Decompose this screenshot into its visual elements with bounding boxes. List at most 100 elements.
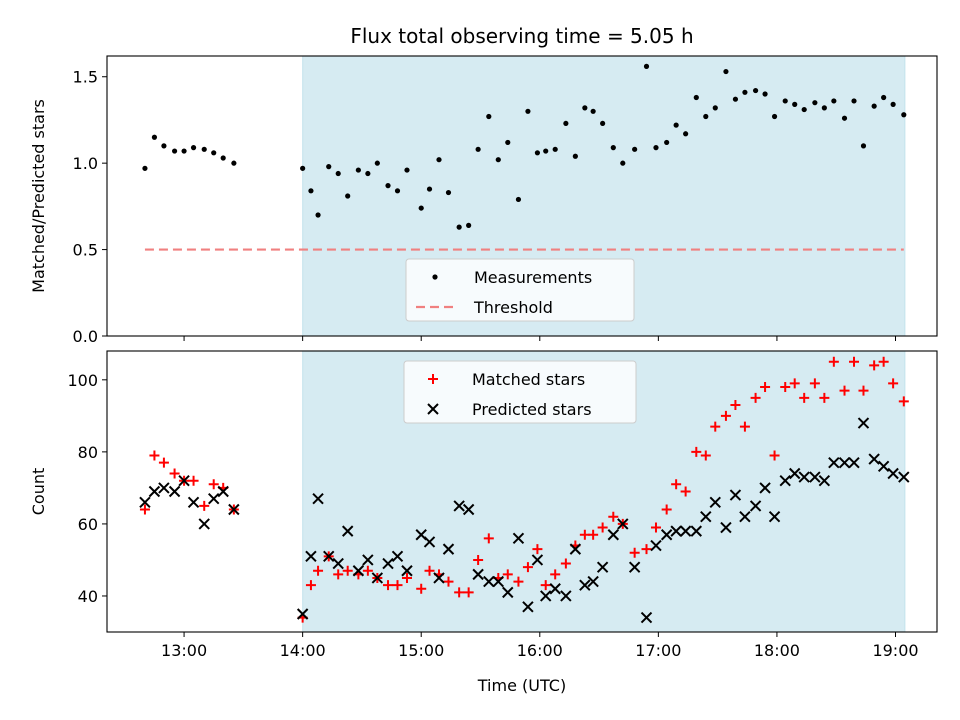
predicted-point (453, 500, 465, 512)
matched-point (560, 558, 571, 569)
measurement-point (732, 96, 739, 102)
predicted-point (158, 482, 170, 494)
measurement-point (345, 193, 351, 199)
predicted-point (332, 557, 344, 570)
measurement-point (190, 145, 197, 151)
matched-point (641, 544, 652, 555)
legend: Matched stars Predicted stars (403, 360, 637, 424)
predicted-point (759, 482, 771, 494)
predicted-point (828, 456, 840, 469)
matched-point (650, 522, 661, 533)
measurement-point (683, 131, 689, 137)
predicted-point (809, 471, 821, 483)
measurement-point (812, 100, 818, 106)
predicted-point (391, 550, 404, 563)
predicted-point (423, 536, 436, 548)
measurement-point (752, 87, 759, 94)
predicted-point (228, 503, 240, 516)
matched-point (799, 392, 810, 403)
series-dot (142, 63, 907, 230)
x-tick-label: 14:00 (280, 641, 326, 660)
measurement-point (831, 98, 837, 104)
measurement-point (308, 188, 314, 194)
measurement-point (632, 146, 638, 152)
matched-point (780, 382, 791, 393)
y-tick-label: 40 (78, 587, 98, 606)
measurement-point (404, 167, 410, 173)
measurement-point (394, 188, 401, 194)
matched-point (188, 475, 199, 486)
measurement-point (543, 148, 549, 154)
predicted-point (549, 583, 561, 595)
measurement-point (771, 113, 778, 120)
matched-point (588, 529, 599, 540)
predicted-point (679, 525, 692, 537)
predicted-point (502, 586, 514, 599)
predicted-point (560, 590, 572, 602)
predicted-point (690, 525, 703, 537)
measurement-point (742, 89, 748, 95)
matched-point (483, 533, 494, 544)
matched-point (502, 569, 513, 580)
matched-point (720, 410, 731, 421)
measurement-point (374, 160, 380, 166)
matched-point (392, 580, 403, 591)
matched-point (522, 562, 533, 573)
predicted-point (617, 518, 629, 530)
predicted-point (868, 453, 880, 465)
matched-point (691, 446, 702, 457)
matched-point (700, 450, 711, 461)
matched-point (710, 421, 721, 432)
measurement-point (590, 108, 596, 114)
measurement-point (693, 94, 699, 101)
matched-point (661, 504, 672, 515)
predicted-point (898, 471, 910, 483)
legend-label: Threshold (473, 298, 553, 317)
matched-point (532, 544, 543, 555)
measurement-point (355, 167, 361, 173)
measurement-point (643, 63, 650, 69)
x-tick-label: 19:00 (872, 641, 918, 660)
predicted-point (650, 539, 662, 552)
measurement-point (871, 103, 877, 109)
measurement-point (456, 224, 462, 230)
predicted-point (531, 554, 544, 566)
matched-point (424, 565, 435, 576)
predicted-point (217, 485, 229, 498)
measurement-point (572, 153, 578, 159)
predicted-point (739, 511, 751, 523)
measurement-point (385, 183, 391, 189)
measurement-point (563, 120, 569, 127)
predicted-point (472, 568, 484, 581)
measurement-point (495, 157, 501, 163)
predicted-point (148, 485, 161, 498)
predicted-point (462, 503, 475, 516)
predicted-point (433, 572, 445, 584)
matched-point (208, 479, 219, 490)
predicted-point (887, 467, 899, 480)
measurement-point (703, 113, 709, 120)
measurement-point (436, 157, 442, 163)
measurement-point (466, 222, 472, 228)
measurement-point (881, 94, 887, 101)
matched-point (199, 500, 210, 511)
matched-point (540, 580, 551, 591)
plot-frame (106, 55, 938, 337)
predicted-point (877, 460, 890, 472)
matched-point (597, 522, 608, 533)
y-tick-label: 1.5 (73, 68, 98, 87)
matched-point (158, 457, 169, 468)
predicted-point (596, 561, 609, 573)
measurement-point (445, 189, 452, 196)
measurement-point (505, 139, 511, 146)
matched-point (454, 587, 465, 598)
legend-label: Measurements (474, 268, 592, 287)
matched-point (769, 450, 780, 461)
x-tick-label: 17:00 (635, 641, 681, 660)
matched-point (362, 565, 373, 576)
predicted-point (401, 565, 413, 577)
measurement-point (782, 98, 788, 104)
measurement-point (664, 139, 670, 146)
matched-point (819, 392, 830, 403)
predicted-point (178, 474, 190, 487)
